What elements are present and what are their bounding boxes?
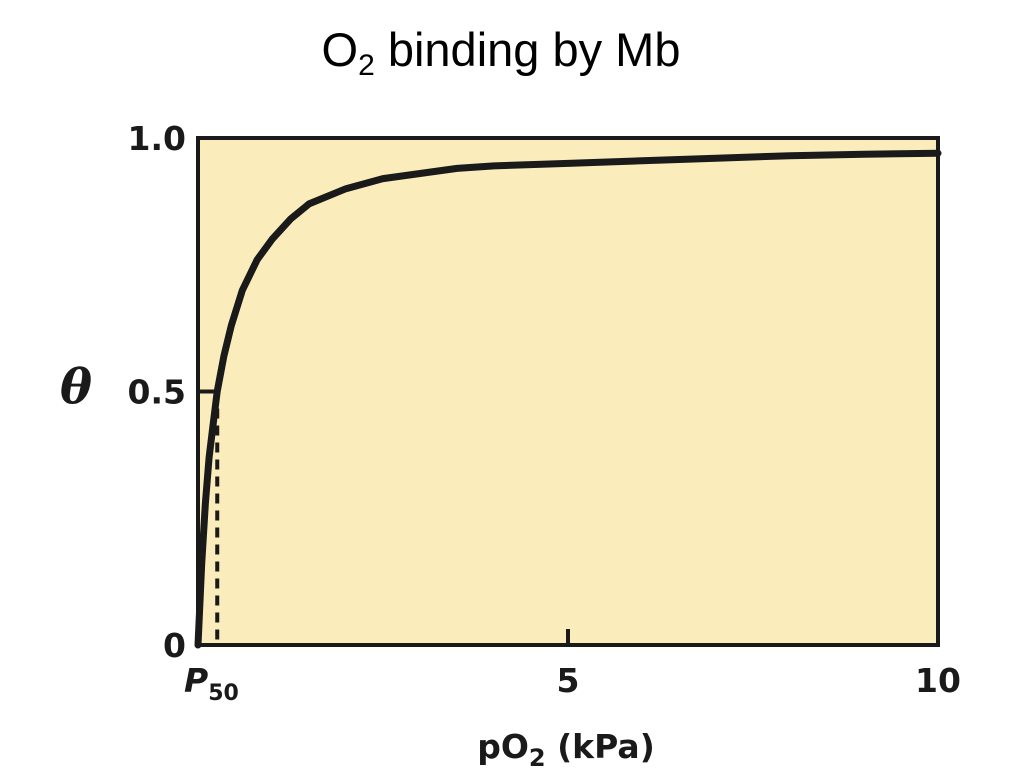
x-axis-label-main: pO xyxy=(477,727,529,766)
p50-label-main: P xyxy=(184,661,208,700)
binding-curve-0 xyxy=(194,149,942,649)
p50-label: P50 xyxy=(184,661,239,706)
y-tick-label: 0.5 xyxy=(128,373,186,412)
x-axis-label-rest: (kPa) xyxy=(546,727,655,766)
tick-marks xyxy=(198,389,570,645)
x-axis-label-subscript: 2 xyxy=(529,744,546,768)
chart-title-rest: binding by Mb xyxy=(374,23,681,76)
chart-marks xyxy=(194,149,942,649)
tick-labels: 0 0.5 1.0 5 10 P50 xyxy=(128,119,961,706)
x-tick-label: 5 xyxy=(557,661,580,700)
y-tick-label: 0 xyxy=(163,626,186,665)
y-axis-label: θ xyxy=(60,359,92,415)
x-tick-label: 10 xyxy=(915,661,961,700)
chart-title-subscript: 2 xyxy=(358,49,375,82)
p50-label-subscript: 50 xyxy=(208,681,239,706)
x-axis-label: pO2 (kPa) xyxy=(477,727,655,768)
chart-title-main: O xyxy=(321,23,359,76)
plot-area xyxy=(198,138,938,645)
y-tick-label: 1.0 xyxy=(128,119,186,158)
chart-title: O2 binding by Mb xyxy=(0,22,1002,83)
